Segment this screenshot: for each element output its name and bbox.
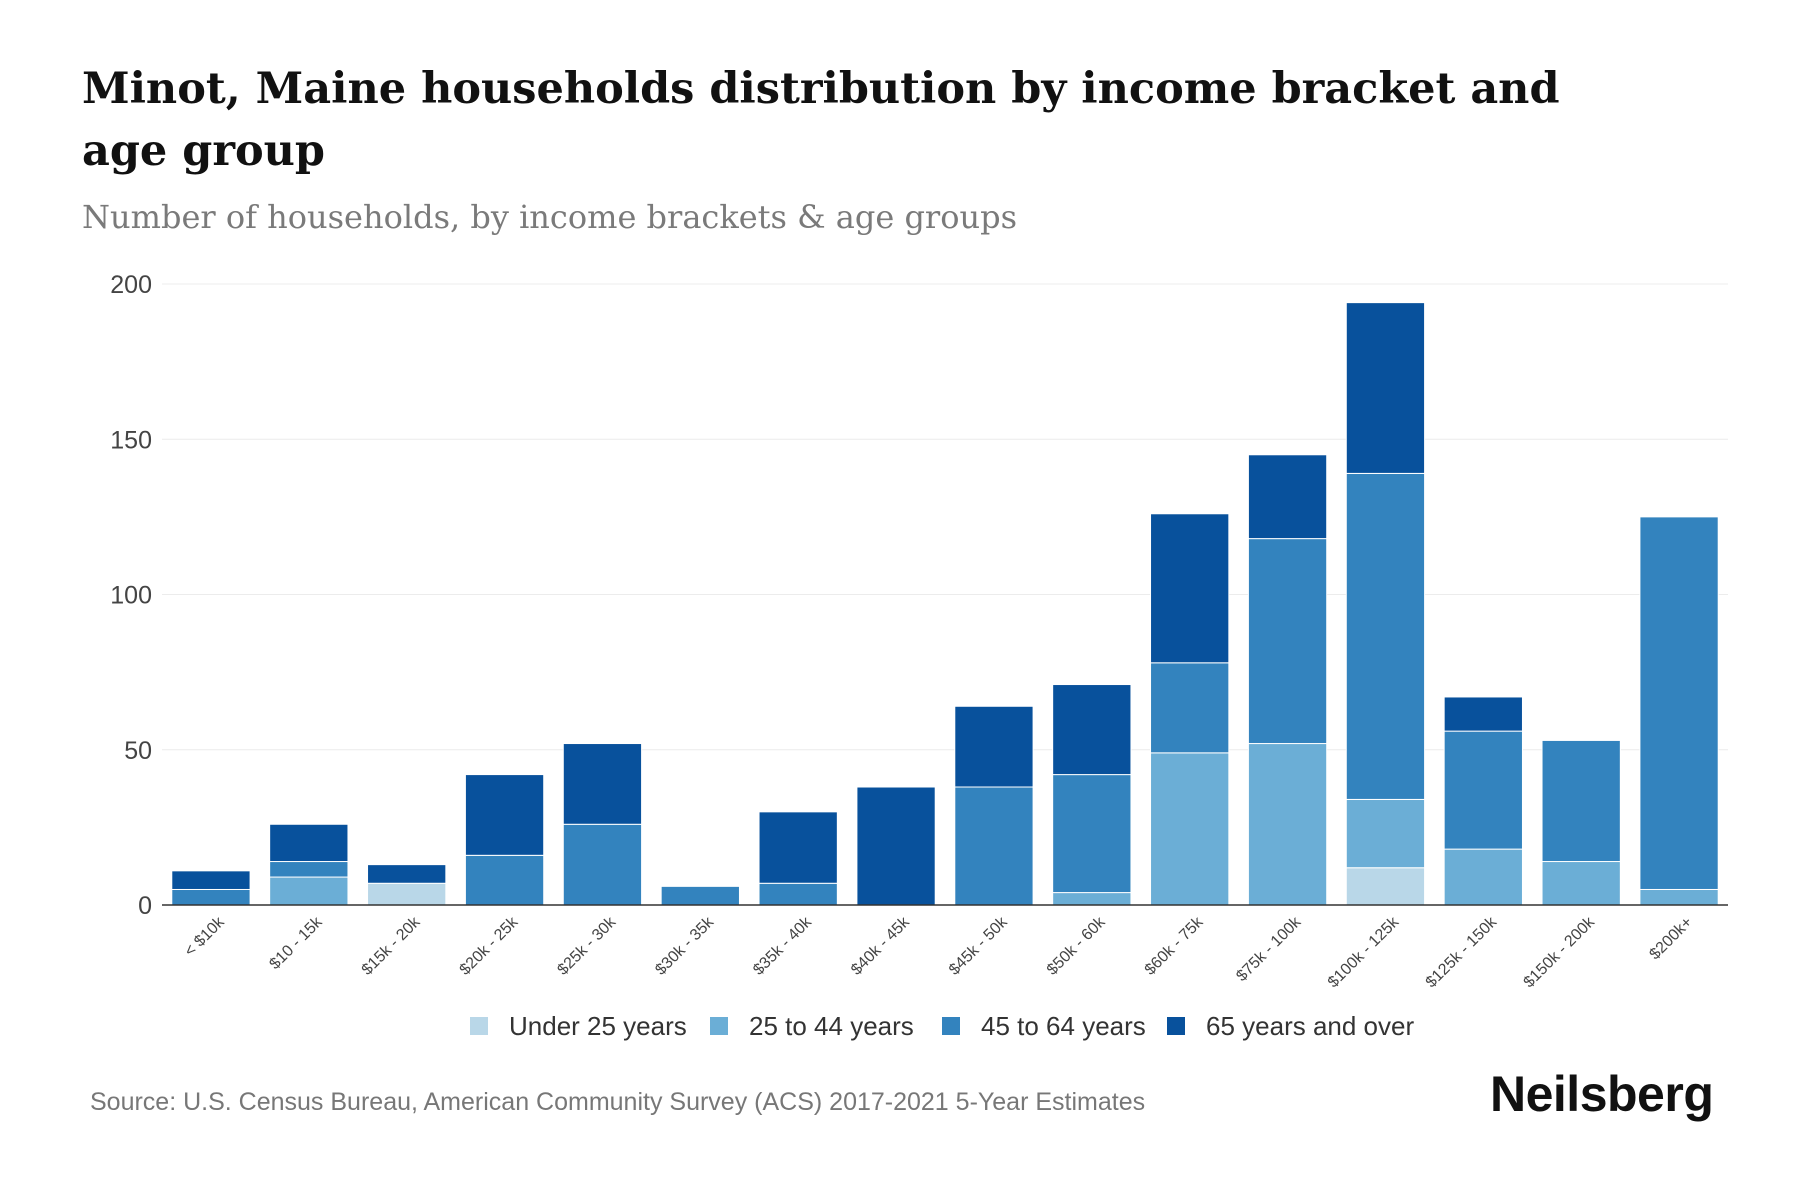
bar-segment — [1443, 696, 1523, 732]
bar-segment — [1639, 888, 1719, 906]
legend-swatch — [942, 1017, 960, 1035]
bar-segment — [269, 876, 349, 906]
legend-item: 25 to 44 years — [710, 1011, 914, 1041]
bar-segment — [562, 823, 643, 906]
bar-segment — [367, 882, 447, 906]
bar-segment — [1247, 454, 1328, 540]
bar-segment — [1150, 752, 1230, 906]
y-tick-label: 200 — [110, 271, 152, 299]
x-tick-label: $30k - 35k — [652, 913, 718, 979]
bar-segment — [269, 861, 349, 878]
legend-label: 65 years and over — [1206, 1011, 1414, 1041]
x-tick-label: $15k - 20k — [359, 913, 425, 979]
legend-item: 45 to 64 years — [942, 1011, 1146, 1041]
bar-segment — [758, 811, 838, 884]
bar-segment — [1345, 472, 1426, 800]
legend-swatch — [710, 1017, 728, 1035]
x-axis-ticks: < $10k $10 - 15k $15k - 20k $20k - 25k $25k … — [181, 913, 1695, 991]
y-tick-label: 100 — [110, 582, 152, 610]
brand-logo: Neilsberg — [1490, 1066, 1714, 1122]
bar-segment — [464, 854, 545, 906]
legend-label: 25 to 44 years — [749, 1011, 914, 1041]
legend: Under 25 years 25 to 44 years 45 to 64 yea… — [470, 1011, 1414, 1041]
x-tick-label: $40k - 45k — [848, 913, 914, 979]
x-tick-label: $25k - 30k — [554, 913, 620, 979]
bar-segment — [1639, 516, 1719, 890]
x-tick-label: $150k - 200k — [1521, 913, 1599, 991]
x-tick-label: $125k - 150k — [1423, 913, 1501, 991]
bar-segment — [367, 864, 447, 884]
bar-segment — [954, 705, 1034, 788]
y-tick-label: 50 — [124, 737, 152, 765]
bar-segment — [1247, 538, 1328, 745]
bar-segment — [1052, 684, 1132, 776]
bar-segment — [758, 882, 838, 906]
bar-segment — [464, 774, 545, 856]
x-tick-label: $50k - 60k — [1044, 913, 1110, 979]
x-tick-label: < $10k — [181, 913, 228, 960]
chart-subtitle: Number of households, by income brackets… — [82, 198, 1017, 236]
bar-segment — [1541, 861, 1621, 906]
bar-segment — [1443, 848, 1523, 906]
bar-segment — [269, 823, 349, 863]
x-tick-label: $35k - 40k — [750, 913, 816, 979]
bar-segment — [1345, 302, 1426, 474]
bar-segment — [1150, 662, 1230, 754]
legend-item: Under 25 years — [470, 1011, 687, 1041]
bar-segment — [1052, 892, 1132, 906]
source-note: Source: U.S. Census Bureau, American Com… — [90, 1088, 1146, 1116]
legend-swatch — [470, 1017, 488, 1035]
bar-segment — [954, 786, 1034, 906]
x-tick-label: $20k - 25k — [457, 913, 523, 979]
x-tick-label: $10 - 15k — [266, 913, 326, 973]
grid-lines — [162, 283, 1728, 751]
legend-label: Under 25 years — [509, 1011, 687, 1041]
x-tick-label: $200k+ — [1646, 914, 1695, 963]
bar-segment — [171, 888, 251, 906]
legend-label: 45 to 64 years — [981, 1011, 1146, 1041]
bars — [171, 302, 1719, 906]
y-tick-label: 150 — [110, 426, 152, 454]
y-tick-label: 0 — [138, 892, 152, 920]
bar-segment — [856, 786, 936, 906]
bar-segment — [1345, 798, 1426, 869]
legend-swatch — [1167, 1017, 1185, 1035]
bar-segment — [562, 743, 643, 825]
bar-segment — [171, 870, 251, 890]
x-tick-label: $60k - 75k — [1142, 913, 1208, 979]
bar-segment — [1150, 513, 1230, 664]
bar-segment — [1052, 774, 1132, 894]
bar-segment — [1541, 739, 1621, 863]
chart-title: Minot, Maine households distribution by … — [82, 64, 1560, 176]
bar-segment — [660, 885, 740, 906]
x-tick-label: $45k - 50k — [946, 913, 1012, 979]
x-tick-label: $100k - 125k — [1325, 913, 1403, 991]
bar-segment — [1443, 730, 1523, 850]
y-axis-ticks: 0 50 100 150 200 — [110, 271, 152, 920]
legend-item: 65 years and over — [1167, 1011, 1414, 1041]
bar-segment — [1247, 743, 1328, 906]
x-tick-label: $75k - 100k — [1233, 913, 1305, 985]
bar-segment — [1345, 867, 1426, 906]
